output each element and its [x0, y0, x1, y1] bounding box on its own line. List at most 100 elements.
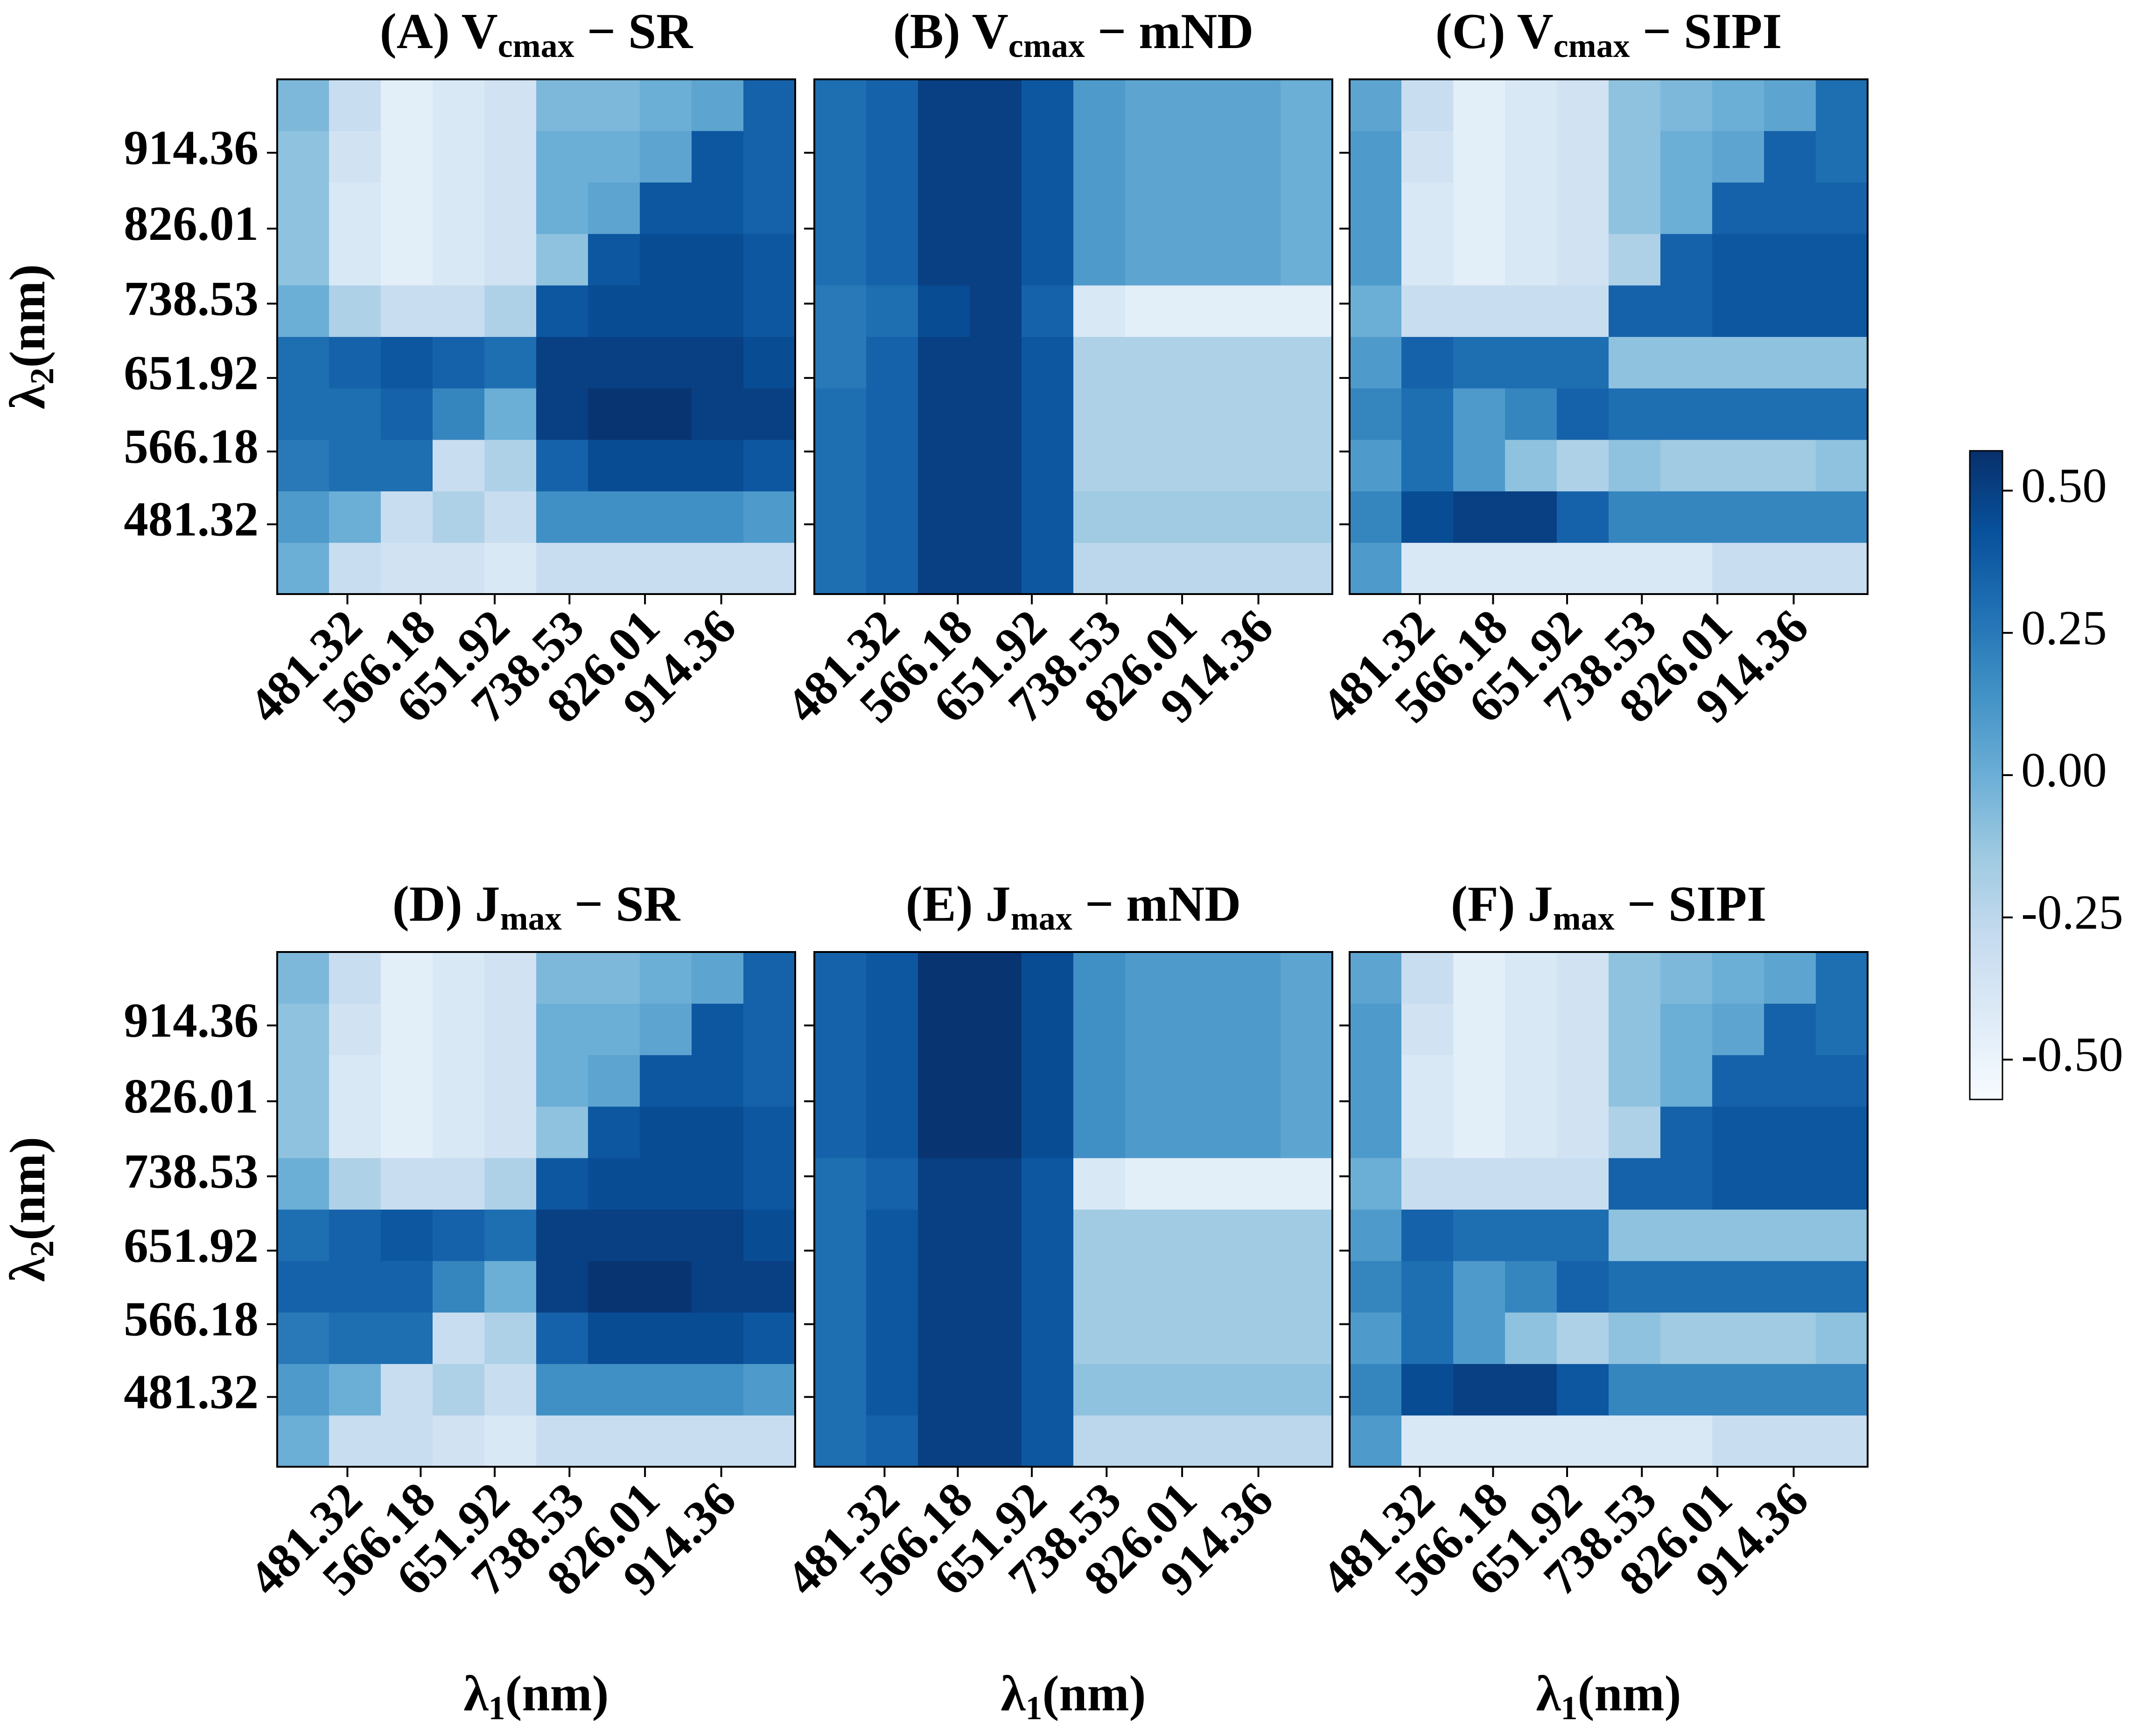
heatmap-cell	[588, 440, 640, 491]
heatmap-cell	[1764, 336, 1816, 389]
heatmap-cell	[1073, 388, 1126, 440]
heatmap-cell	[1816, 131, 1868, 183]
panel-title-part: (B) V	[893, 4, 1008, 59]
heatmap-cell	[1401, 79, 1454, 131]
y-tick-label: 914.36	[124, 993, 259, 1048]
heatmap-cell	[918, 388, 970, 440]
heatmap-cell	[640, 1158, 692, 1210]
heatmap-cell	[277, 440, 329, 491]
heatmap-cell	[866, 1003, 918, 1056]
heatmap-cell	[866, 542, 918, 595]
heatmap-cell	[1281, 1158, 1333, 1210]
heatmap-cell	[1401, 1003, 1454, 1056]
heatmap-cell	[277, 1364, 329, 1416]
heatmap-cell	[814, 1003, 867, 1056]
heatmap-cell	[1350, 952, 1402, 1004]
heatmap-cell	[277, 1158, 329, 1210]
heatmap-cell	[640, 233, 692, 286]
heatmap-cell	[1712, 285, 1764, 337]
heatmap-cell	[1609, 1209, 1661, 1261]
heatmap-cell	[1816, 952, 1868, 1004]
heatmap-cell	[484, 440, 537, 491]
heatmap-cell	[692, 1312, 744, 1364]
heatmap-cell	[692, 1003, 744, 1056]
heatmap-cell	[1281, 233, 1333, 286]
heatmap-cell	[743, 952, 796, 1004]
heatmap-cell	[692, 182, 744, 234]
heatmap-cell	[1816, 285, 1868, 337]
heatmap-cell	[1816, 1364, 1868, 1416]
heatmap-cell	[1557, 79, 1609, 131]
heatmap-cell	[1453, 1209, 1505, 1261]
heatmap-cell	[433, 1055, 485, 1107]
heatmap-cell	[1177, 182, 1229, 234]
x-axis-label-subscript: 1	[1561, 1689, 1578, 1727]
heatmap-cell	[1609, 336, 1661, 389]
heatmap-cell	[970, 542, 1022, 595]
heatmap-cell	[1281, 285, 1333, 337]
heatmap-cell	[381, 1312, 433, 1364]
heatmap-cell	[484, 1260, 537, 1313]
heatmap-cell	[1660, 79, 1713, 131]
heatmap-cell	[277, 79, 329, 131]
heatmap-cell	[1660, 285, 1713, 337]
colorbar	[1969, 450, 2003, 1100]
heatmap-cell	[588, 131, 640, 183]
heatmap-cell	[640, 336, 692, 389]
heatmap-cell	[1557, 388, 1609, 440]
heatmap-cell	[692, 336, 744, 389]
heatmap-cell	[1712, 1364, 1764, 1416]
x-axis-label: λ1(nm)	[1001, 1666, 1146, 1727]
heatmap-cell	[692, 285, 744, 337]
heatmap-cell	[1177, 285, 1229, 337]
heatmap-cell	[970, 79, 1022, 131]
heatmap-cell	[1401, 1415, 1454, 1467]
y-tick-label: 481.32	[124, 492, 259, 546]
heatmap-cell	[588, 336, 640, 389]
heatmap-cell	[433, 388, 485, 440]
heatmap-cell	[1022, 1209, 1074, 1261]
heatmap-cell	[1712, 1209, 1764, 1261]
heatmap-cell	[329, 952, 381, 1004]
heatmap-cell	[588, 1209, 640, 1261]
heatmap-cell	[329, 1415, 381, 1467]
heatmap-cell	[1453, 1003, 1505, 1056]
heatmap-cell	[588, 1106, 640, 1158]
heatmap-cell	[329, 285, 381, 337]
heatmap-cell	[1712, 388, 1764, 440]
heatmap-cell	[866, 233, 918, 286]
panel-title: (B) Vcmax − mND	[893, 4, 1253, 64]
heatmap-cell	[866, 131, 918, 183]
heatmap-cell	[1073, 1415, 1126, 1467]
panel-title: (E) Jmax − mND	[906, 876, 1241, 937]
heatmap-cell	[692, 952, 744, 1004]
heatmap-cell	[640, 1003, 692, 1056]
heatmap-cell	[1505, 952, 1557, 1004]
heatmap-cell	[1764, 79, 1816, 131]
heatmap-cell	[381, 336, 433, 389]
heatmap-cell	[692, 388, 744, 440]
heatmap-cell	[1229, 1055, 1281, 1107]
heatmap-cell	[970, 182, 1022, 234]
heatmap-cell	[1022, 233, 1074, 286]
heatmap-cell	[433, 1003, 485, 1056]
heatmap-cell	[277, 952, 329, 1004]
heatmap-cell	[866, 1209, 918, 1261]
heatmap-cell	[1350, 1106, 1402, 1158]
heatmap-cell	[866, 491, 918, 543]
heatmap-cell	[1073, 1158, 1126, 1210]
heatmap-cell	[918, 1260, 970, 1313]
heatmap-cell	[1557, 285, 1609, 337]
heatmap-cell	[918, 1055, 970, 1107]
heatmap-cell	[692, 1209, 744, 1261]
heatmap-cell	[329, 182, 381, 234]
heatmap-cell	[588, 182, 640, 234]
heatmap-cell	[1177, 491, 1229, 543]
heatmap-cell	[743, 1003, 796, 1056]
heatmap-cell	[329, 491, 381, 543]
heatmap-cell	[588, 388, 640, 440]
heatmap-cell	[484, 1158, 537, 1210]
heatmap-cell	[484, 542, 537, 595]
heatmap-cell	[1453, 1158, 1505, 1210]
heatmap-cell	[1177, 1415, 1229, 1467]
